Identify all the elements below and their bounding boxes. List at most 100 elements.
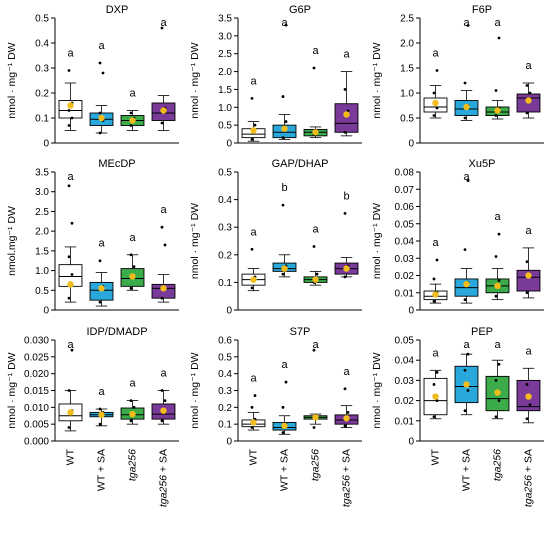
- mean-marker: [250, 276, 257, 283]
- x-tick-label-text: WT: [248, 448, 260, 465]
- y-tick-label: 3.0: [35, 187, 49, 198]
- y-tick-label: 0: [226, 437, 232, 448]
- panel-6: 0.000 0.005 0.010 0.015 0.020 0.025 0.030 IDP/D…: [6, 326, 179, 507]
- data-point: [67, 389, 71, 392]
- box-group: b: [334, 190, 359, 279]
- mean-marker: [494, 282, 501, 290]
- y-tick-label: 0.03: [395, 254, 415, 265]
- data-point: [343, 424, 347, 428]
- y-tick-label: 0.1: [35, 114, 49, 125]
- data-point: [525, 111, 529, 115]
- y-tick-label: 0.06: [395, 202, 415, 213]
- y-tick-label: 0.5: [218, 352, 232, 363]
- y-tick-label: 1.0: [35, 266, 49, 277]
- data-point: [525, 417, 529, 421]
- data-point: [497, 362, 501, 366]
- y-tick-label: 0.015: [24, 386, 49, 397]
- y-tick-label: 0.6: [218, 336, 232, 347]
- data-point: [343, 275, 347, 279]
- panel-1: 0 0.5 1.0 1.5 2.0 2.5 3.0 3.5 G6P nmol · mg⁻¹ DW a…: [189, 4, 362, 150]
- data-point: [70, 273, 74, 276]
- y-tick-label: 2.5: [218, 49, 232, 60]
- box: [334, 103, 359, 133]
- y-tick-label: 0.08: [395, 168, 415, 179]
- y-tick-label: 0.01: [395, 416, 415, 427]
- data-point: [312, 426, 316, 429]
- data-point: [466, 389, 470, 392]
- panel-title: F6P: [472, 4, 492, 16]
- data-point: [315, 272, 319, 276]
- data-point: [98, 259, 102, 263]
- panel-title: S7P: [290, 326, 311, 338]
- box-group: a: [241, 226, 266, 292]
- data-point: [432, 277, 436, 281]
- panel-3: 0 0.5 1.0 1.5 2.0 2.5 3.0 3.5 MEcDP nmol.mg⁻¹ DW a…: [6, 158, 179, 317]
- panel-title: IDP/DMADP: [86, 326, 147, 338]
- data-point: [98, 131, 102, 135]
- mean-marker: [281, 125, 288, 132]
- data-point: [466, 24, 470, 27]
- significance-letter: a: [312, 339, 319, 351]
- y-axis-label: nmol · mg⁻¹ DW: [189, 203, 201, 279]
- x-tick-label-text: WT + SA: [96, 449, 108, 491]
- y-tick-label: 2.0: [218, 67, 232, 78]
- data-point: [346, 410, 350, 414]
- data-point: [70, 221, 74, 225]
- box-group: a: [423, 347, 448, 420]
- data-point: [284, 380, 288, 384]
- data-point: [160, 296, 164, 300]
- x-tick-label: WT + SA: [461, 449, 473, 491]
- data-point: [98, 407, 102, 411]
- mean-marker: [129, 410, 136, 418]
- significance-letter: a: [463, 339, 470, 351]
- mean-marker: [312, 276, 319, 283]
- data-point: [160, 419, 164, 423]
- data-point: [250, 426, 254, 429]
- box-group: a: [120, 232, 145, 291]
- significance-letter: a: [67, 339, 74, 351]
- box-group: a: [58, 339, 83, 432]
- mean-marker: [494, 107, 501, 114]
- panel-2: 0 0.5 1.0 1.5 2.0 2.5 F6P nmol · mg⁻¹ DW a a a a: [371, 4, 544, 150]
- x-tick-label-text: + SA: [158, 449, 170, 475]
- data-point: [432, 114, 436, 117]
- y-axis-label: nmol · mg⁻¹ DW: [189, 352, 201, 428]
- data-point: [163, 399, 167, 402]
- mean-marker: [494, 389, 501, 396]
- y-tick-label: 0.04: [395, 356, 415, 367]
- y-tick-label: 0.02: [395, 396, 415, 407]
- data-point: [494, 255, 498, 258]
- y-tick-label: 0.03: [395, 376, 415, 387]
- y-tick-label: 2.5: [35, 207, 49, 218]
- significance-letter: a: [494, 17, 501, 29]
- y-tick-label: 0.4: [218, 369, 232, 380]
- data-point: [281, 136, 285, 140]
- y-tick-label: 0.05: [395, 219, 415, 230]
- mean-marker: [463, 280, 470, 288]
- y-tick-label: 0.005: [24, 420, 49, 431]
- data-point: [250, 138, 254, 141]
- y-tick-label: 3.0: [218, 31, 232, 42]
- y-axis-label: nmol · mg⁻¹ DW: [371, 42, 383, 118]
- mean-marker: [67, 281, 74, 288]
- x-tick-label-italic: tga256: [158, 475, 170, 507]
- box: [58, 100, 83, 119]
- data-point: [67, 109, 71, 112]
- significance-letter: a: [98, 40, 105, 52]
- y-tick-label: 0: [226, 139, 232, 150]
- data-point: [432, 299, 436, 303]
- y-tick-label: 1.0: [218, 103, 232, 114]
- box-group: a: [151, 17, 176, 131]
- data-point: [250, 247, 254, 251]
- data-point: [343, 212, 347, 215]
- box: [516, 269, 541, 292]
- mean-marker: [67, 409, 74, 416]
- x-tick-label-text: WT + SA: [279, 449, 291, 491]
- significance-letter: a: [432, 48, 439, 60]
- mean-marker: [160, 107, 167, 114]
- data-point: [160, 26, 164, 30]
- data-point: [525, 291, 529, 295]
- data-point: [281, 95, 285, 98]
- mean-marker: [129, 117, 136, 124]
- y-tick-label: 0.030: [24, 336, 49, 347]
